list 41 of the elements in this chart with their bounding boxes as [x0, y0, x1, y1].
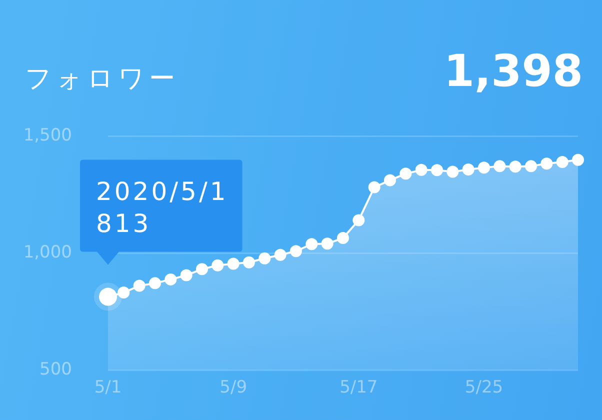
chart-subtitle: 1,398 [444, 46, 583, 97]
point [243, 256, 255, 268]
point [258, 252, 271, 264]
point [227, 258, 240, 270]
point [352, 214, 365, 226]
y-tick-label: 1,000 [23, 242, 72, 262]
point [509, 160, 522, 173]
data-label: 813 [96, 208, 152, 238]
point [556, 156, 568, 168]
x-tick-label: 5/1 [94, 378, 122, 398]
point [525, 160, 537, 172]
point [478, 162, 490, 174]
point [415, 164, 428, 176]
point [431, 164, 443, 176]
x-tick-label: 5/9 [220, 378, 248, 398]
point [337, 232, 349, 244]
y-tick-label: 500 [40, 359, 72, 380]
point [133, 280, 146, 292]
point [368, 181, 380, 194]
point [384, 174, 396, 186]
point [274, 248, 286, 261]
point [290, 245, 302, 258]
point [149, 277, 161, 290]
point [400, 168, 412, 180]
point [164, 273, 177, 286]
point [180, 269, 192, 282]
point [540, 158, 553, 170]
point [572, 154, 584, 166]
point [212, 259, 224, 272]
x-tick-label: 5/17 [340, 378, 378, 398]
point [306, 238, 318, 250]
x-tick-label: 5/25 [464, 378, 504, 398]
annotation: 2020/5/1 [96, 176, 228, 206]
point [494, 160, 506, 172]
chart-title: フォロワー [25, 63, 179, 96]
point [118, 286, 130, 299]
y-tick-label: 1,500 [23, 125, 72, 146]
point [462, 163, 474, 176]
point [321, 238, 334, 250]
point [196, 263, 208, 276]
point [446, 166, 459, 178]
